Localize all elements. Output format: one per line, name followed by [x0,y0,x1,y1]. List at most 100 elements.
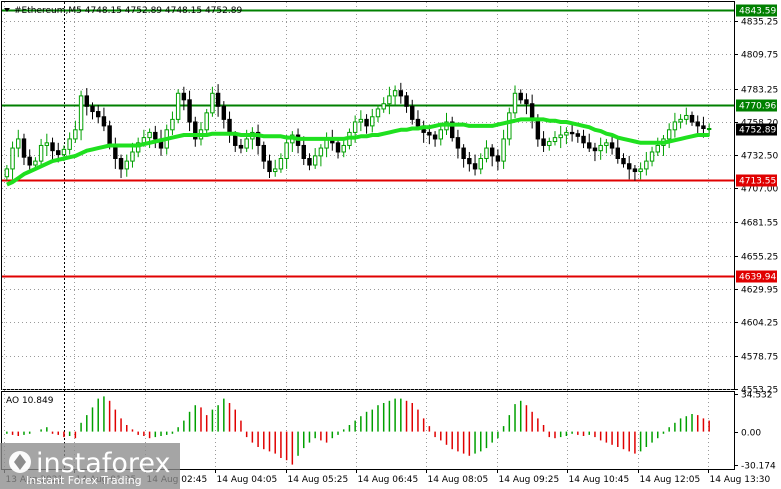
price-tick-label: 4707.00 [741,185,778,195]
time-tick-label: 14 Aug 05:25 [288,475,349,485]
candle-body [581,135,586,144]
candle-body [175,92,181,120]
candle-body [392,90,398,97]
candle-body [124,160,129,170]
watermark-brand: instaforex [36,448,170,479]
candle-body [472,163,478,170]
price-tick-label: 4655.25 [741,253,778,263]
candle-body [95,111,101,118]
candle-body [592,147,598,152]
candle-body [233,134,238,146]
candle-body [552,137,558,143]
candle-body [449,121,455,139]
price-tick-label: 4604.25 [741,319,778,329]
oscillator-plot-frame [1,391,735,470]
watermark-tagline: Instant Forex Trading [26,474,142,487]
candle-body [67,138,72,150]
time-tick-label: 14 Aug 10:45 [569,475,630,485]
candle-body [27,156,32,166]
price-tick-label: 4809.75 [741,51,778,61]
candle-body [312,155,318,166]
candle-body [4,168,10,178]
candle-body [695,121,700,127]
candle-body [33,160,38,166]
candle-body [50,142,55,152]
candle-body [541,138,546,146]
level-label: 4752.89 [739,126,776,136]
candle-body [478,157,483,170]
candle-body [118,157,124,170]
candle-body [267,160,272,173]
price-tick-label: 4835.25 [741,18,778,28]
candle-body [364,118,369,127]
chart-header: #Ethereum,M5 4748.15 4752.89 4748.15 475… [14,6,242,16]
candle-body [558,134,563,139]
candle-body [278,157,284,170]
level-label-box [736,270,777,283]
candle-body [455,137,461,149]
candle-body [130,151,135,162]
level-label-box [736,99,777,112]
candle-body [461,147,466,159]
candle-body [284,142,289,159]
watermark-logo: instaforex Instant Forex Trading [0,443,180,489]
candle-body [632,168,638,173]
level-lines [2,9,734,278]
candle-body [101,116,107,127]
candle-body [467,157,472,165]
candle-body [518,92,523,101]
level-label: 4713.55 [739,177,776,187]
candle-body [301,144,306,159]
candle-body [598,144,603,152]
candle-body [655,144,660,153]
candle-body [255,131,261,146]
candle-body [529,103,535,120]
oscillator-title: AO 10.849 [6,396,54,406]
candle-body [352,121,358,133]
candle-body [107,125,112,146]
candle-body [181,92,187,101]
candle-body [575,133,581,137]
level-label: 4639.94 [739,273,776,283]
level-label: 4843.59 [739,7,776,17]
candle-body [84,95,90,107]
candle-body [438,129,444,140]
level-labels: 4843.59 4770.96 4752.89 4713.55 4639.94 [736,4,777,283]
candle-body [666,129,672,140]
candle-body [684,114,689,120]
candle-body [587,142,592,149]
candle-body [73,129,78,140]
candle-body [512,92,518,114]
level-label-box [736,123,777,136]
symbol-arrow-icon [4,8,10,12]
candle-body [621,157,626,165]
candle-body [204,112,209,131]
candle-body [170,118,175,131]
candle-body [61,148,67,156]
candle-body [689,114,695,123]
level-label: 4770.96 [739,102,776,112]
candle-body [501,138,506,162]
price-tick-label: 4578.75 [741,353,778,363]
candle-body [90,105,95,113]
candle-body [489,147,495,157]
candle-body [615,147,621,159]
candle-body [56,150,61,156]
candle-body [432,134,438,140]
candle-body [147,131,152,139]
candle-body [649,151,655,162]
time-tick-label: 14 Aug 12:05 [640,475,701,485]
candle-body [404,95,409,107]
candle-body [427,131,432,136]
time-tick-label: 14 Aug 13:30 [710,475,771,485]
level-label-box [736,4,777,17]
candle-body [381,103,386,110]
candle-body [701,125,706,130]
price-tick-label: 4732.50 [741,152,778,162]
candle-body [484,147,489,159]
candle-body [495,155,501,162]
candle-body [187,99,192,123]
moving-average [6,117,710,187]
candle-body [78,95,84,131]
